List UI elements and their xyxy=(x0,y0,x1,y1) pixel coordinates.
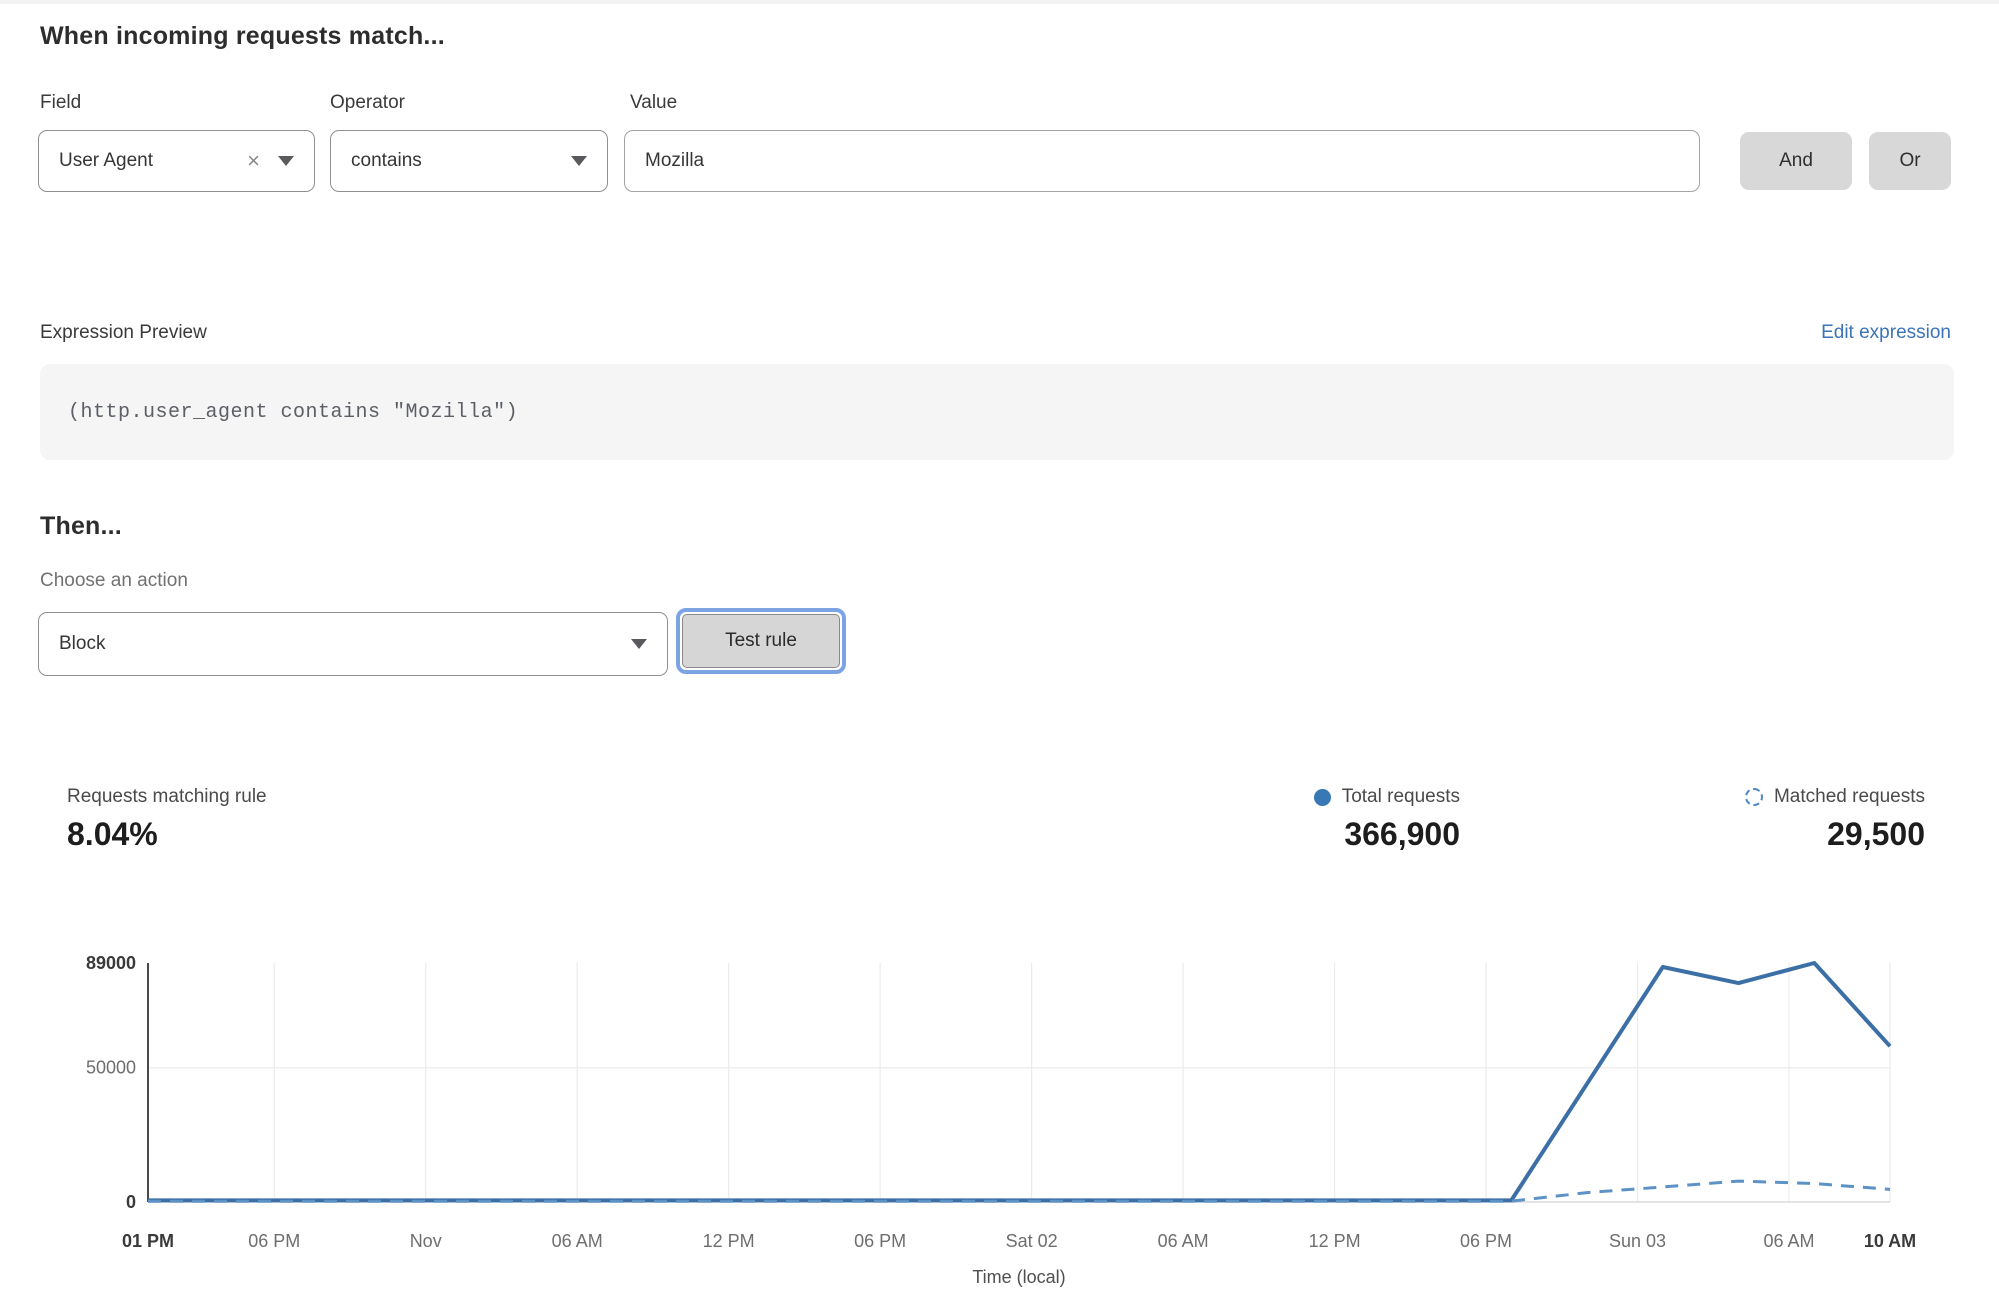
field-label: Field xyxy=(40,92,82,113)
value-label: Value xyxy=(630,92,678,113)
x-tick-label: 06 PM xyxy=(248,1231,300,1251)
x-tick-label: Sat 02 xyxy=(1006,1231,1058,1251)
series-total-requests xyxy=(148,961,1892,1203)
expression-preview-box: (http.user_agent contains "Mozilla") xyxy=(40,364,1954,460)
operator-label: Operator xyxy=(330,92,405,113)
test-rule-focus-ring: Test rule xyxy=(676,608,846,674)
x-tick-label: 06 AM xyxy=(552,1231,603,1251)
x-tick-label: 12 PM xyxy=(1309,1231,1361,1251)
x-tick-label: 06 PM xyxy=(1460,1231,1512,1251)
matched-requests-legend-circle-icon xyxy=(1744,788,1763,806)
stat-total-value: 366,900 xyxy=(1344,816,1460,852)
stat-total-requests: Total requests 366,900 xyxy=(1313,786,1460,852)
x-tick-label: 06 AM xyxy=(1158,1231,1209,1251)
x-tick-label: 06 AM xyxy=(1763,1231,1814,1251)
page-title: When incoming requests match... xyxy=(40,22,445,50)
edit-expression-link[interactable]: Edit expression xyxy=(1821,322,1951,343)
x-tick-label: 10 AM xyxy=(1864,1231,1916,1251)
expression-preview-label: Expression Preview xyxy=(40,322,207,343)
x-tick-label: 01 PM xyxy=(122,1231,174,1251)
requests-chart-svg: 0 50000 89000 01 PM 06 PM Nov 06 AM 12 PM 06 PM S… xyxy=(86,953,1916,1287)
series-matched-requests xyxy=(148,1179,1891,1203)
field-select-value: User Agent xyxy=(59,150,153,171)
operator-select[interactable]: contains xyxy=(330,130,608,192)
x-axis-title: Time (local) xyxy=(972,1267,1065,1287)
stat-matching-label: Requests matching rule xyxy=(67,786,267,807)
field-select[interactable]: User Agent × xyxy=(38,130,315,192)
stat-matched-label: Matched requests xyxy=(1773,786,1925,807)
value-input[interactable] xyxy=(624,130,1700,192)
expression-code: (http.user_agent contains "Mozilla") xyxy=(68,400,519,424)
y-tick-label: 89000 xyxy=(86,953,136,973)
test-rule-button[interactable]: Test rule xyxy=(682,614,840,668)
chevron-down-icon[interactable] xyxy=(571,156,587,166)
x-tick-label: Sun 03 xyxy=(1609,1231,1666,1251)
and-button[interactable]: And xyxy=(1740,132,1852,190)
choose-action-label: Choose an action xyxy=(40,570,188,591)
x-tick-label: 06 PM xyxy=(854,1231,906,1251)
x-tick-label: Nov xyxy=(410,1231,442,1251)
stat-total-label: Total requests xyxy=(1341,786,1460,807)
clear-icon[interactable]: × xyxy=(247,148,260,173)
top-edge-divider xyxy=(0,0,1999,4)
requests-chart: 0 50000 89000 01 PM 06 PM Nov 06 AM 12 PM 06 PM S… xyxy=(40,945,1951,1295)
action-select[interactable]: Block xyxy=(38,612,668,676)
y-tick-label: 50000 xyxy=(86,1058,136,1078)
stat-matched-requests: Matched requests 29,500 xyxy=(1744,786,1925,852)
x-tick-label: 12 PM xyxy=(703,1231,755,1251)
chevron-down-icon[interactable] xyxy=(278,156,294,166)
or-button[interactable]: Or xyxy=(1869,132,1951,190)
y-tick-label: 0 xyxy=(126,1192,136,1212)
then-heading: Then... xyxy=(40,512,122,540)
chevron-down-icon[interactable] xyxy=(631,639,647,649)
operator-select-value: contains xyxy=(351,150,422,171)
stat-matching-rule: Requests matching rule 8.04% xyxy=(67,786,267,850)
total-requests-legend-dot-icon xyxy=(1313,788,1331,806)
action-select-value: Block xyxy=(59,633,106,654)
stat-matching-value: 8.04% xyxy=(67,816,158,852)
stat-matched-value: 29,500 xyxy=(1827,816,1925,852)
